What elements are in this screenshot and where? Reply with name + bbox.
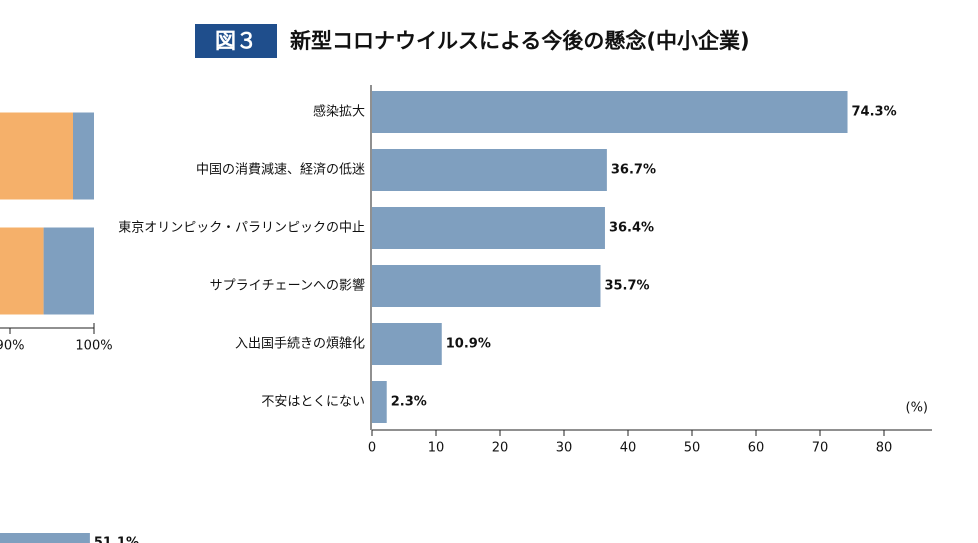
y-tick-label: 不安はとくにない — [261, 395, 365, 410]
bar-segment — [0, 112, 73, 200]
bar-segment — [73, 112, 94, 200]
y-tick-label: 中国の消費減速、経済の低迷 — [196, 162, 365, 178]
bar — [372, 381, 387, 423]
value-label: 35.7% — [604, 279, 649, 294]
x-tick-label: 30 — [556, 441, 573, 456]
x-tick-label: 90% — [0, 339, 24, 354]
bar-segment — [0, 227, 44, 315]
x-tick-label: 80 — [876, 441, 893, 456]
bar-segment — [43, 227, 94, 315]
value-label: 36.4% — [609, 221, 654, 236]
figure-label: 図３ — [215, 29, 257, 53]
unit-annotation: (%) — [906, 401, 929, 416]
x-tick-label: 0 — [368, 441, 376, 456]
bar — [372, 323, 442, 365]
value-label: 10.9% — [446, 337, 491, 352]
x-tick-label: 70 — [812, 441, 829, 456]
value-label: 2.3% — [391, 395, 427, 410]
x-tick-label: 10 — [428, 441, 445, 456]
x-tick-label: 60 — [748, 441, 765, 456]
value-label: 74.3% — [852, 105, 897, 120]
x-tick-label: 50 — [684, 441, 701, 456]
x-tick-label: 20 — [492, 441, 509, 456]
value-label: 51.1% — [94, 536, 139, 543]
chart-title: 新型コロナウイルスによる今後の懸念(中小企業) — [290, 29, 750, 53]
x-tick-label: 100% — [75, 339, 112, 354]
x-tick-label: 40 — [620, 441, 637, 456]
bar — [372, 149, 607, 191]
bar — [372, 207, 605, 249]
value-label: 36.7% — [611, 163, 656, 178]
y-tick-label: 感染拡大 — [313, 104, 365, 120]
bar — [372, 265, 601, 307]
y-tick-label: 東京オリンピック・パラリンピックの中止 — [118, 220, 365, 236]
y-tick-label: 入出国手続きの煩雑化 — [235, 336, 365, 352]
bar — [372, 91, 848, 133]
y-tick-label: サプライチェーンへの影響 — [210, 278, 365, 294]
figure-badge — [195, 24, 277, 58]
bar — [0, 533, 90, 543]
